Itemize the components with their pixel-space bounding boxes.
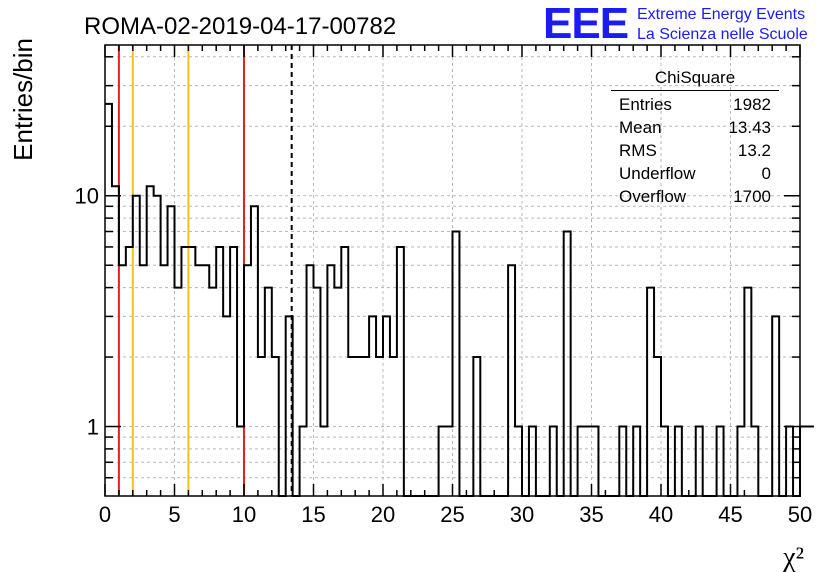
stats-label: Overflow	[619, 187, 687, 206]
histogram-bin	[168, 206, 175, 496]
logo-line-2: La Scienza nelle Scuole	[637, 26, 808, 43]
histogram-bin	[744, 288, 751, 496]
stats-row-rms: RMS 13.2	[611, 139, 779, 162]
histogram-bin	[807, 427, 814, 496]
x-tick-label: 25	[440, 502, 464, 527]
histogram-bin	[119, 265, 126, 496]
histogram-bin	[564, 231, 571, 496]
histogram-bin	[341, 247, 348, 496]
y-tick-label: 10	[75, 184, 99, 209]
stats-row-underflow: Underflow 0	[611, 162, 779, 185]
histogram-bin	[126, 247, 133, 496]
histogram-bin	[244, 265, 251, 496]
stats-box: ChiSquare Entries 1982 Mean 13.43 RMS 13…	[611, 66, 779, 208]
histogram-bin	[314, 288, 321, 496]
histogram-bin	[265, 288, 272, 496]
histogram-bin	[647, 288, 654, 496]
stats-label: RMS	[619, 141, 657, 160]
histogram-bin	[195, 265, 202, 496]
x-tick-label: 0	[99, 502, 111, 527]
histogram-bin	[383, 316, 390, 496]
x-tick-label: 5	[168, 502, 180, 527]
stats-row-overflow: Overflow 1700	[611, 185, 779, 208]
histogram-bin	[209, 288, 216, 496]
stats-label: Mean	[619, 118, 662, 137]
stats-title: ChiSquare	[611, 66, 779, 91]
stats-value: 13.43	[728, 118, 771, 137]
histogram-bin	[147, 186, 154, 496]
x-axis-ticks: 0 5 10 15 20 25 30 35 40 45 50	[99, 45, 812, 527]
histogram-bin	[800, 427, 807, 496]
stats-value: 1982	[733, 95, 771, 114]
histogram-bin	[181, 247, 188, 496]
histogram-bin	[188, 247, 195, 496]
histogram-bin	[202, 265, 209, 496]
stats-label: Underflow	[619, 164, 696, 183]
y-tick-label: 1	[87, 415, 99, 440]
x-tick-label: 50	[788, 502, 812, 527]
histogram-bin	[154, 196, 161, 496]
x-tick-label: 20	[371, 502, 395, 527]
x-tick-label: 15	[301, 502, 325, 527]
histogram-bin	[216, 247, 223, 496]
histogram-bin	[397, 247, 404, 496]
x-tick-label: 40	[649, 502, 673, 527]
x-tick-label: 30	[510, 502, 534, 527]
stats-value: 0	[761, 164, 771, 183]
y-axis-ticks: 1 10	[75, 56, 800, 479]
histogram-bin	[161, 265, 168, 496]
logo-line-1: Extreme Energy Events	[637, 6, 806, 23]
stats-value: 13.2	[737, 141, 771, 160]
histogram-bin	[230, 247, 237, 496]
stats-row-entries: Entries 1982	[611, 93, 779, 116]
x-axis-label: χ²	[782, 542, 804, 572]
histogram-bin	[140, 265, 147, 496]
x-tick-label: 10	[232, 502, 256, 527]
histogram-bin	[133, 196, 140, 496]
histogram-bin	[307, 265, 314, 496]
histogram-bin	[327, 265, 334, 496]
histogram-bin	[772, 316, 779, 496]
histogram-bin	[369, 316, 376, 496]
histogram-bin	[175, 288, 182, 496]
x-tick-label: 45	[718, 502, 742, 527]
histogram-bin	[251, 206, 258, 496]
run-title: ROMA-02-2019-04-17-00782	[84, 13, 396, 40]
stats-row-mean: Mean 13.43	[611, 116, 779, 139]
eee-logo: EEE	[543, 0, 629, 48]
histogram-bin	[508, 265, 515, 496]
stats-value: 1700	[733, 187, 771, 206]
x-tick-label: 35	[579, 502, 603, 527]
histogram-bin	[223, 316, 230, 496]
y-axis-label: Entries/bin	[8, 38, 38, 161]
histogram-bin	[453, 231, 460, 496]
reference-lines	[117, 45, 293, 496]
stats-label: Entries	[619, 95, 672, 114]
histogram-bin	[334, 288, 341, 496]
